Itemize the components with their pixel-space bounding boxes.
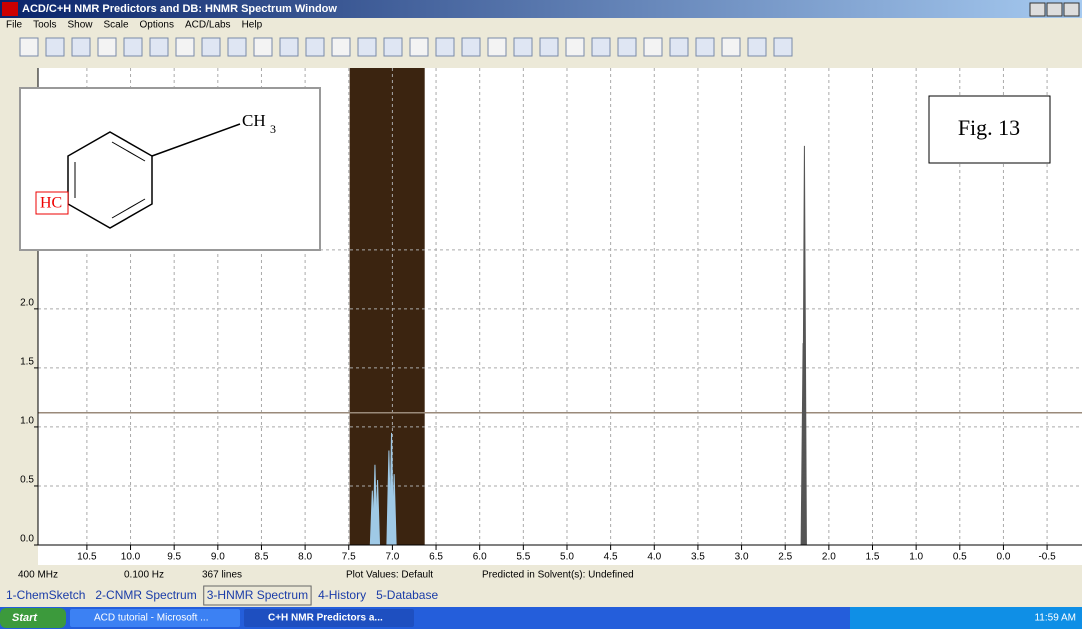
- substituent-subscript: 3: [270, 122, 276, 136]
- toolbar-button[interactable]: [592, 38, 610, 56]
- menu-item[interactable]: ACD/Labs: [185, 20, 231, 31]
- toolbar-button[interactable]: [384, 38, 402, 56]
- x-tick-label: 5.0: [560, 552, 574, 563]
- highlight-band: [350, 68, 425, 545]
- status-field: 0.100 Hz: [124, 570, 164, 581]
- x-tick-label: 0.5: [953, 552, 967, 563]
- menu-item[interactable]: File: [6, 20, 23, 31]
- x-tick-label: 7.5: [342, 552, 356, 563]
- toolbar-button[interactable]: [358, 38, 376, 56]
- x-tick-label: 6.5: [429, 552, 443, 563]
- menu-item[interactable]: Show: [67, 20, 93, 31]
- start-label[interactable]: Start: [12, 612, 38, 624]
- toolbar-button[interactable]: [670, 38, 688, 56]
- x-tick-label: 7.0: [385, 552, 399, 563]
- toolbar-button[interactable]: [176, 38, 194, 56]
- toolbar-button[interactable]: [774, 38, 792, 56]
- clock: 11:59 AM: [1034, 613, 1076, 624]
- toolbar-button[interactable]: [410, 38, 428, 56]
- x-tick-label: 1.0: [909, 552, 923, 563]
- status-field: 367 lines: [202, 570, 242, 581]
- menu-item[interactable]: Tools: [33, 20, 56, 31]
- x-tick-label: 8.5: [255, 552, 269, 563]
- x-tick-label: 10.5: [77, 552, 97, 563]
- toolbar-button[interactable]: [436, 38, 454, 56]
- y-tick-label: 1.5: [20, 357, 34, 368]
- toolbar-button[interactable]: [748, 38, 766, 56]
- toolbar-button[interactable]: [98, 38, 116, 56]
- status-field: Predicted in Solvent(s): Undefined: [482, 570, 634, 581]
- figure-label: Fig. 13: [958, 115, 1020, 140]
- structure-box: CH 3 HC: [20, 88, 320, 250]
- x-tick-label: 0.0: [996, 552, 1010, 563]
- y-tick-label: 2.0: [20, 298, 34, 309]
- substituent: CH: [242, 111, 266, 130]
- x-tick-label: 2.5: [778, 552, 792, 563]
- toolbar-button[interactable]: [150, 38, 168, 56]
- x-tick-label: 6.0: [473, 552, 487, 563]
- x-tick-label: -0.5: [1038, 552, 1056, 563]
- x-tick-label: 8.0: [298, 552, 312, 563]
- tab[interactable]: 3-HNMR Spectrum: [207, 588, 308, 602]
- toolbar-button[interactable]: [618, 38, 636, 56]
- toolbar-button[interactable]: [540, 38, 558, 56]
- x-tick-label: 1.5: [866, 552, 880, 563]
- atom-label: HC: [40, 195, 62, 212]
- toolbar-button[interactable]: [306, 38, 324, 56]
- toolbar-button[interactable]: [254, 38, 272, 56]
- x-tick-label: 3.0: [735, 552, 749, 563]
- menu-item[interactable]: Help: [242, 20, 263, 31]
- toolbar-button[interactable]: [332, 38, 350, 56]
- y-tick-label: 0.0: [20, 534, 34, 545]
- toolbar-button[interactable]: [202, 38, 220, 56]
- toolbar-button[interactable]: [280, 38, 298, 56]
- x-tick-label: 5.5: [516, 552, 530, 563]
- status-field: Plot Values: Default: [346, 570, 433, 581]
- toolbar-button[interactable]: [462, 38, 480, 56]
- task-label[interactable]: C+H NMR Predictors a...: [268, 613, 383, 624]
- tab[interactable]: 1-ChemSketch: [6, 588, 85, 602]
- x-tick-label: 10.0: [121, 552, 141, 563]
- tab[interactable]: 5-Database: [376, 588, 438, 602]
- window-buttons[interactable]: [1030, 3, 1079, 16]
- toolbar-button[interactable]: [696, 38, 714, 56]
- y-tick-label: 0.5: [20, 475, 34, 486]
- x-tick-label: 2.0: [822, 552, 836, 563]
- toolbar-button[interactable]: [46, 38, 64, 56]
- toolbar-button[interactable]: [72, 38, 90, 56]
- menu-item[interactable]: Scale: [104, 20, 129, 31]
- x-tick-label: 9.5: [167, 552, 181, 563]
- menu-item[interactable]: Options: [140, 20, 174, 31]
- window-title: ACD/C+H NMR Predictors and DB: HNMR Spec…: [22, 3, 337, 15]
- toolbar-button[interactable]: [488, 38, 506, 56]
- toolbar-button[interactable]: [644, 38, 662, 56]
- task-label[interactable]: ACD tutorial - Microsoft ...: [94, 613, 208, 624]
- x-tick-label: 4.5: [604, 552, 618, 563]
- y-tick-label: 1.0: [20, 416, 34, 427]
- toolbar-button[interactable]: [722, 38, 740, 56]
- tab[interactable]: 4-History: [318, 588, 366, 602]
- app-window: ACD/C+H NMR Predictors and DB: HNMR Spec…: [0, 0, 1082, 629]
- toolbar-button[interactable]: [228, 38, 246, 56]
- x-tick-label: 9.0: [211, 552, 225, 563]
- x-tick-label: 4.0: [647, 552, 661, 563]
- toolbar-button[interactable]: [20, 38, 38, 56]
- toolbar-button[interactable]: [124, 38, 142, 56]
- status-field: 400 MHz: [18, 570, 58, 581]
- toolbar-button[interactable]: [514, 38, 532, 56]
- toolbar-button[interactable]: [566, 38, 584, 56]
- app-icon: [2, 2, 18, 16]
- x-tick-label: 3.5: [691, 552, 705, 563]
- tab[interactable]: 2-CNMR Spectrum: [95, 588, 196, 602]
